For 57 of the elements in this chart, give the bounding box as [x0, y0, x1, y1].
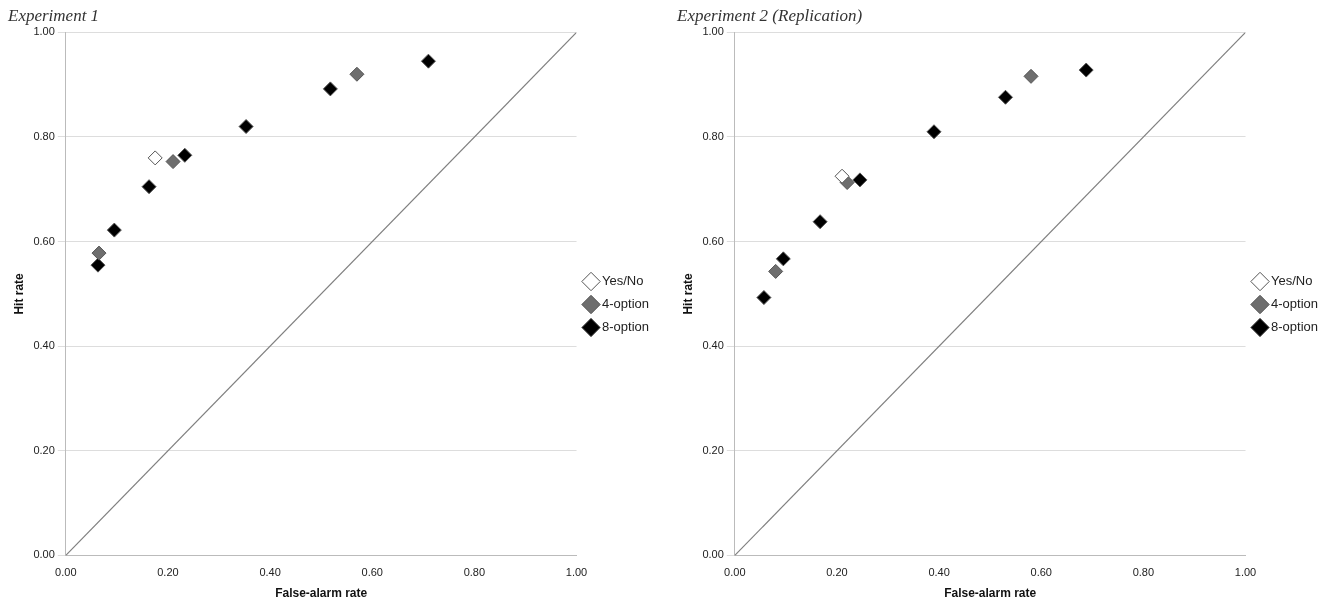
legend-label: Yes/No [602, 273, 644, 289]
x-axis-title: False-alarm rate [944, 586, 1037, 601]
x-tick-label: 0.60 [1030, 566, 1052, 579]
y-tick-label: 0.60 [702, 234, 724, 247]
y-tick-label: 0.80 [702, 130, 724, 143]
y-tick-label: 0.40 [702, 339, 724, 352]
legend-label: Yes/No [1271, 273, 1313, 289]
chart-title: Experiment 1 [7, 5, 100, 25]
point [1023, 68, 1039, 84]
x-tick-label: 1.00 [565, 566, 588, 579]
point [768, 263, 784, 279]
y-tick-label: 0.00 [702, 548, 724, 561]
point [997, 89, 1013, 105]
legend-label: 4-option [602, 296, 650, 312]
point [165, 154, 181, 170]
point [238, 119, 254, 135]
point [756, 290, 772, 306]
point [177, 147, 193, 163]
y-tick-label: 0.20 [33, 443, 55, 456]
point [420, 53, 436, 69]
x-tick-label: 0.80 [1132, 566, 1155, 579]
y-tick-label: 0.60 [33, 234, 55, 247]
x-tick-label: 0.60 [361, 566, 383, 579]
legend-label: 8-option [1271, 319, 1319, 335]
point [1078, 62, 1094, 78]
point [926, 124, 942, 140]
y-tick-label: 1.00 [702, 25, 724, 38]
x-tick-label: 0.40 [928, 566, 950, 579]
point [91, 245, 107, 261]
point [349, 66, 365, 82]
y-tick-label: 0.80 [33, 130, 55, 143]
point [322, 81, 338, 97]
point [812, 214, 828, 230]
x-tick-label: 0.20 [826, 566, 848, 579]
x-tick-label: 0.80 [463, 566, 486, 579]
y-axis-title: Hit rate [11, 272, 26, 315]
point [775, 251, 791, 267]
y-axis-title: Hit rate [680, 272, 695, 315]
x-tick-label: 0.00 [724, 566, 746, 579]
legend-label: 8-option [602, 319, 650, 335]
point [141, 179, 157, 195]
point [106, 222, 122, 238]
x-axis-title: False-alarm rate [275, 586, 368, 601]
y-tick-label: 0.40 [33, 339, 55, 352]
chart-title: Experiment 2 (Replication) [676, 5, 863, 25]
x-tick-label: 0.40 [259, 566, 281, 579]
point [90, 257, 106, 273]
y-tick-label: 0.00 [33, 548, 55, 561]
point [147, 150, 163, 166]
point [834, 168, 850, 184]
x-tick-label: 0.00 [55, 566, 77, 579]
point [852, 172, 868, 188]
legend-label: 4-option [1271, 296, 1319, 312]
y-tick-label: 1.00 [33, 25, 55, 38]
y-tick-label: 0.20 [702, 443, 724, 456]
x-tick-label: 0.20 [157, 566, 179, 579]
x-tick-label: 1.00 [1234, 566, 1257, 579]
